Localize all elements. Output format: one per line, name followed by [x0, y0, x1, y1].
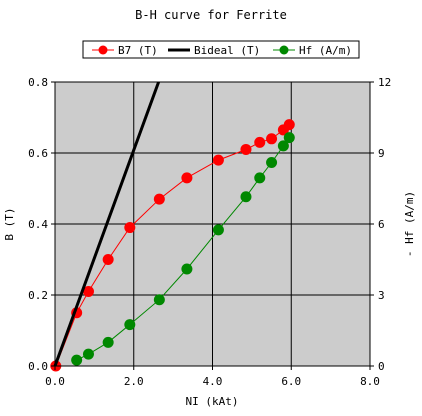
data-point — [283, 132, 295, 144]
x-tick-label: 4.0 — [203, 375, 223, 388]
series-1 — [53, 81, 161, 367]
y-tick-label: 0.6 — [28, 147, 48, 160]
data-point — [153, 193, 165, 205]
data-point — [240, 143, 252, 155]
series-2 — [71, 132, 295, 366]
y-axis-label: B (T) — [3, 207, 16, 240]
data-point — [181, 263, 193, 275]
data-point — [212, 154, 224, 166]
data-point — [82, 285, 94, 297]
y-tick-label: 0.0 — [28, 360, 48, 373]
legend-swatch-marker — [279, 45, 289, 55]
legend: B7 (T) Bideal (T) Hf (A/m) — [82, 40, 360, 59]
legend-item-2: Hf (A/m) — [273, 44, 352, 57]
data-point — [124, 319, 136, 331]
x-tick-label: 6.0 — [281, 375, 301, 388]
data-point — [266, 133, 278, 145]
data-point — [254, 172, 266, 184]
y-tick-label: 0.2 — [28, 289, 48, 302]
data-point — [71, 354, 83, 366]
data-point — [181, 172, 193, 184]
data-point — [124, 222, 136, 234]
series-line — [53, 81, 161, 367]
legend-label: Bideal (T) — [194, 44, 260, 57]
data-point — [82, 348, 94, 360]
x-tick-label: 0.0 — [45, 375, 65, 388]
legend-item-0: B7 (T) — [92, 44, 158, 57]
legend-label: Hf (A/m) — [299, 44, 352, 57]
data-point — [153, 294, 165, 306]
y2-tick-label: 12 — [378, 76, 391, 89]
legend-item-1: Bideal (T) — [168, 44, 260, 57]
x-tick-label: 8.0 — [360, 375, 380, 388]
legend-label: B7 (T) — [118, 44, 158, 57]
y2-tick-label: 3 — [378, 289, 385, 302]
data-point — [240, 191, 252, 203]
data-point — [102, 254, 114, 265]
x-axis-label: NI (kAt) — [186, 395, 239, 408]
legend-box — [82, 40, 360, 59]
chart-title: B-H curve for Ferrite — [135, 8, 287, 22]
data-point — [266, 156, 278, 168]
y-tick-label: 0.8 — [28, 76, 48, 89]
data-point — [102, 336, 114, 348]
data-point — [277, 140, 289, 152]
x-tick-label: 2.0 — [124, 375, 144, 388]
y2-axis-label: - Hf (A/m) — [403, 191, 416, 257]
data-point — [254, 136, 266, 148]
data-point — [212, 224, 224, 236]
legend-swatch-marker — [98, 45, 108, 55]
y2-tick-label: 6 — [378, 218, 385, 231]
y2-tick-label: 9 — [378, 147, 385, 160]
y2-tick-label: 0 — [378, 360, 385, 373]
y-tick-label: 0.4 — [28, 218, 48, 231]
data-point — [283, 119, 295, 131]
